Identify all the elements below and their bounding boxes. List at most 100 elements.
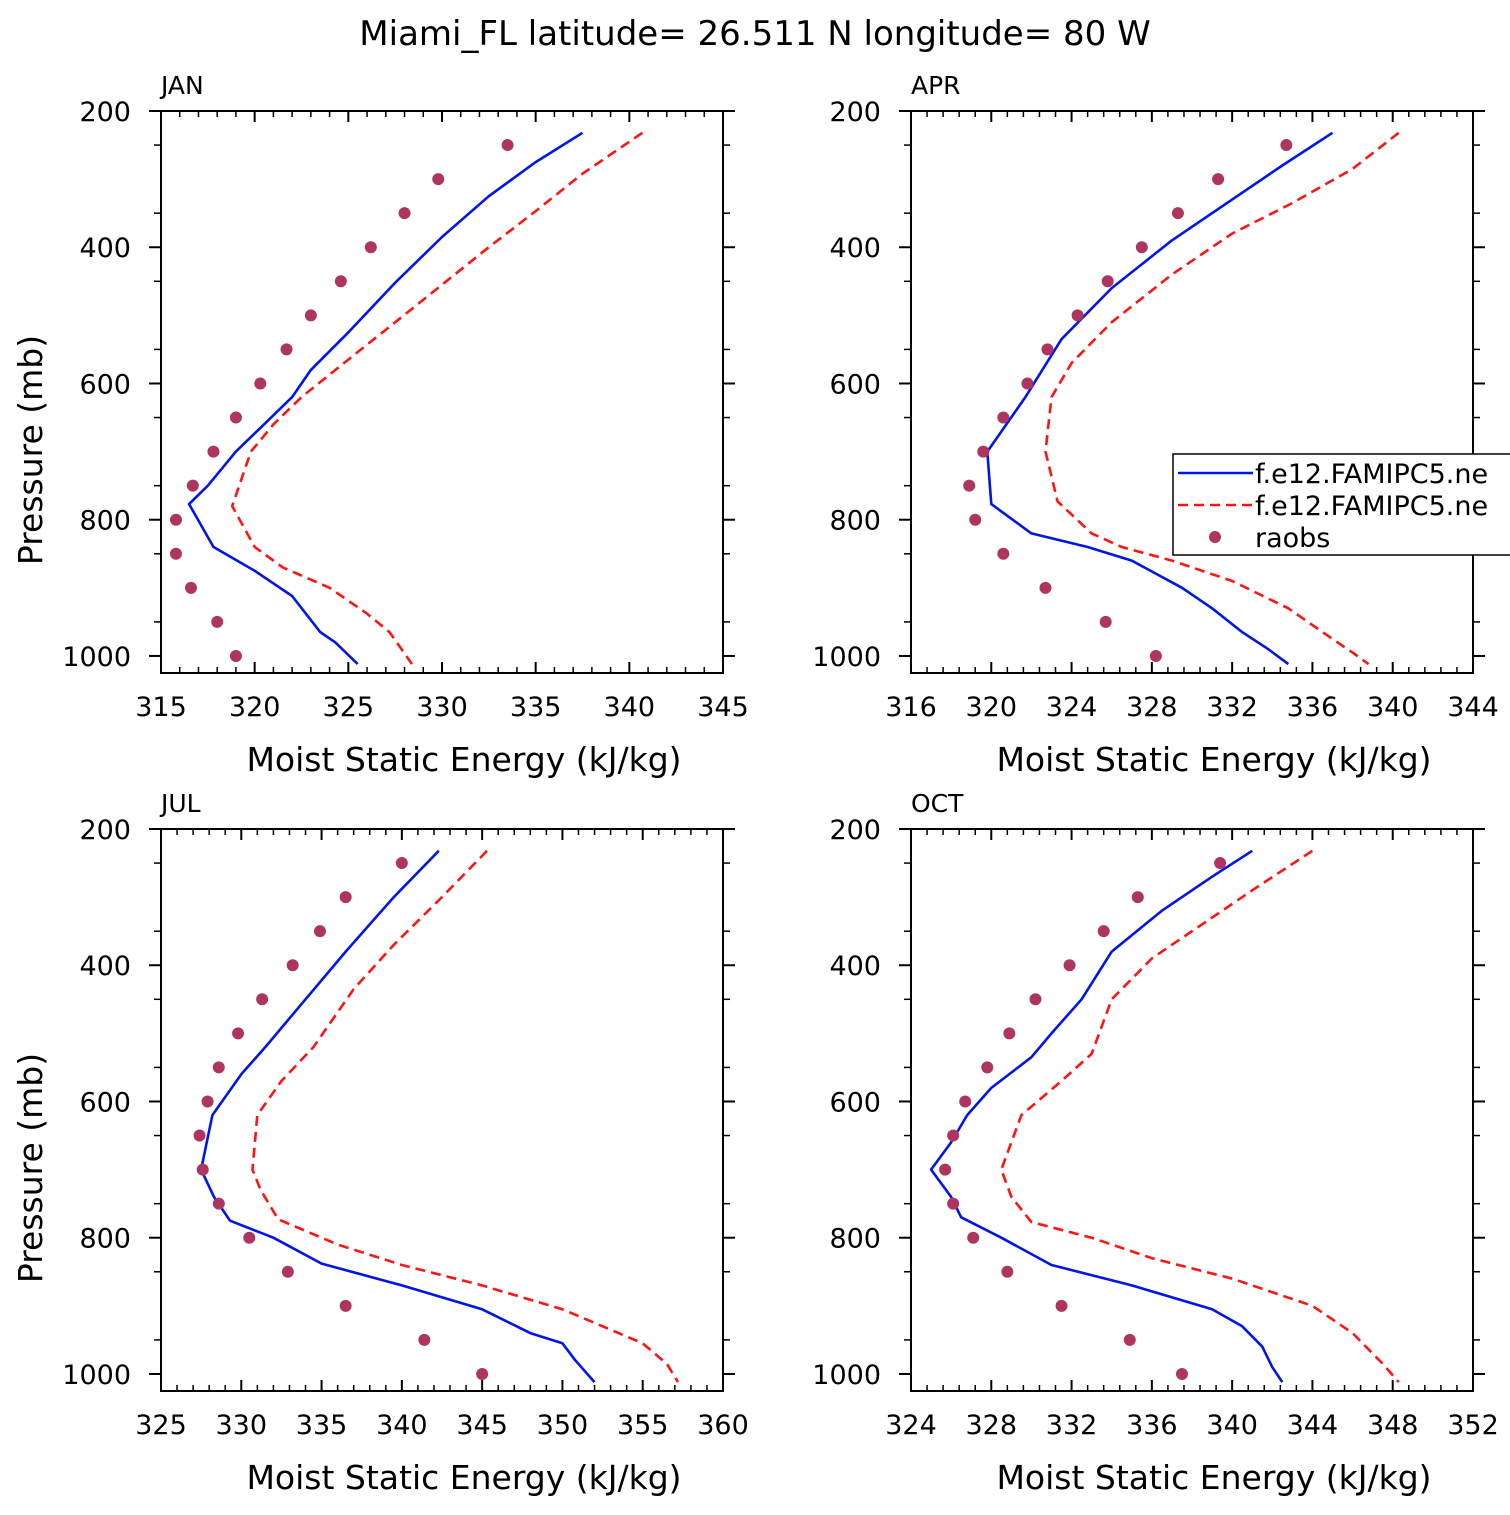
raobs-point: [947, 1129, 960, 1142]
raobs-point: [501, 139, 514, 152]
y-tick-label: 600: [79, 369, 131, 400]
raobs-point: [959, 1095, 972, 1108]
raobs-point: [256, 993, 269, 1006]
y-tick-label: 400: [79, 951, 131, 982]
raobs-point: [1071, 309, 1084, 322]
legend-entry-label: f.e12.FAMIPC5.ne: [1255, 491, 1488, 522]
raobs-point: [1131, 891, 1144, 904]
y-tick-label: 1000: [812, 1360, 881, 1391]
series-raobs: [193, 857, 489, 1380]
y-tick-label: 400: [829, 951, 881, 982]
x-axis-label: Moist Static Energy (kJ/kg): [246, 740, 681, 779]
series-raobs: [169, 139, 514, 662]
raobs-point: [997, 411, 1010, 424]
x-tick-label: 350: [537, 1410, 589, 1441]
raobs-point: [1135, 241, 1148, 254]
raobs-point: [313, 925, 326, 938]
raobs-point: [196, 1163, 209, 1176]
raobs-point: [169, 513, 182, 526]
raobs-point: [1021, 377, 1034, 390]
x-tick-label: 324: [1046, 692, 1098, 723]
y-tick-label: 1000: [62, 642, 131, 673]
raobs-point: [967, 1231, 980, 1244]
y-tick-label: 200: [79, 97, 131, 128]
raobs-point: [432, 173, 445, 186]
x-tick-label: 328: [1126, 692, 1178, 723]
raobs-point: [184, 581, 197, 594]
series-line-dashed: [251, 849, 680, 1383]
raobs-point: [286, 959, 299, 972]
x-tick-label: 325: [135, 1410, 187, 1441]
y-tick-label: 200: [829, 97, 881, 128]
chart-panel-jan: 315 320 325 330 335 340 345 200 400 600 800 1000 JAN…: [11, 71, 749, 779]
raobs-point: [1280, 139, 1293, 152]
raobs-point: [334, 275, 347, 288]
raobs-point: [212, 1061, 225, 1074]
y-tick-label: 400: [829, 233, 881, 264]
x-axis-label: Moist Static Energy (kJ/kg): [246, 1458, 681, 1497]
series-raobs: [939, 857, 1227, 1380]
figure-title: Miami_FL latitude= 26.511 N longitude= 8…: [359, 14, 1150, 54]
raobs-point: [395, 857, 408, 870]
raobs-point: [981, 1061, 994, 1074]
legend-entry-label: f.e12.FAMIPC5.ne: [1255, 459, 1488, 490]
y-tick-label: 800: [79, 1224, 131, 1255]
y-tick-label: 1000: [62, 1360, 131, 1391]
x-tick-label: 348: [1367, 1410, 1419, 1441]
raobs-point: [969, 513, 982, 526]
raobs-point: [977, 445, 990, 458]
plot-frame: [910, 828, 1474, 1392]
raobs-point: [211, 615, 224, 628]
raobs-point: [1123, 1333, 1136, 1346]
raobs-point: [243, 1231, 256, 1244]
y-tick-label: 600: [79, 1087, 131, 1118]
raobs-point: [1212, 173, 1225, 186]
y-tick-label: 800: [829, 1224, 881, 1255]
raobs-point: [193, 1129, 206, 1142]
x-tick-label: 328: [966, 1410, 1018, 1441]
x-tick-label: 316: [885, 692, 937, 723]
x-tick-label: 360: [697, 1410, 749, 1441]
plot-frame: [160, 110, 724, 674]
y-tick-label: 800: [829, 506, 881, 537]
panel-title: OCT: [911, 789, 964, 818]
raobs-point: [229, 649, 242, 662]
raobs-point: [997, 547, 1010, 560]
raobs-point: [229, 411, 242, 424]
raobs-point: [1171, 207, 1184, 220]
raobs-point: [1101, 275, 1114, 288]
series-line-dashed: [1044, 131, 1400, 666]
raobs-point: [418, 1333, 431, 1346]
raobs-point: [398, 207, 411, 220]
raobs-point: [1099, 615, 1112, 628]
panels: 315 320 325 330 335 340 345 200 400 600 800 1000 JAN…: [11, 71, 1499, 1497]
raobs-point: [232, 1027, 245, 1040]
x-tick-label: 345: [697, 692, 749, 723]
x-tick-label: 336: [1287, 692, 1339, 723]
raobs-point: [304, 309, 317, 322]
raobs-point: [364, 241, 377, 254]
x-tick-label: 340: [1367, 692, 1419, 723]
x-tick-label: 345: [456, 1410, 508, 1441]
x-tick-label: 330: [216, 1410, 268, 1441]
x-tick-label: 324: [885, 1410, 937, 1441]
y-tick-label: 200: [829, 815, 881, 846]
x-tick-label: 344: [1287, 1410, 1339, 1441]
x-tick-label: 315: [135, 692, 187, 723]
series-line-solid: [985, 131, 1334, 666]
raobs-point: [1039, 581, 1052, 594]
x-tick-label: 330: [416, 692, 468, 723]
series-line-solid: [199, 849, 596, 1383]
raobs-point: [207, 445, 220, 458]
raobs-point: [1214, 857, 1227, 870]
chart-panel-oct: 324 328 332 336 340 344 348 352 200 400 600 800 1000…: [812, 789, 1498, 1497]
raobs-point: [947, 1197, 960, 1210]
y-tick-label: 800: [79, 506, 131, 537]
raobs-point: [280, 343, 293, 356]
y-tick-label: 400: [79, 233, 131, 264]
x-tick-label: 352: [1447, 1410, 1499, 1441]
raobs-point: [339, 891, 352, 904]
